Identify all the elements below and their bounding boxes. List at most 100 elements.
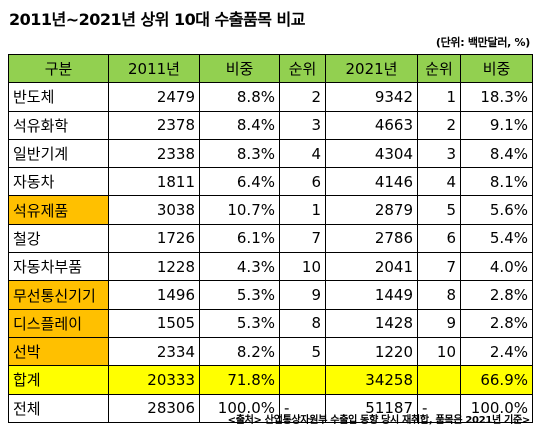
sum-value-2021: 34258	[325, 365, 418, 395]
value-2021: 1220	[325, 336, 418, 367]
total-row: 전체 28306 100.0% - 51187 - 100.0%	[8, 393, 533, 423]
header-share-2011: 비중	[199, 53, 280, 84]
table-row: 무선통신기기 1496 5.3% 9 1449 8 2.8%	[8, 280, 533, 310]
item-name: 반도체	[8, 82, 109, 112]
sum-rank-2011	[279, 365, 326, 395]
value-2011: 1228	[108, 252, 200, 282]
share-2021: 2.4%	[460, 336, 533, 367]
share-2021: 9.1%	[460, 110, 533, 140]
item-name: 디스플레이	[8, 308, 109, 338]
value-2011: 1811	[108, 167, 200, 197]
share-2011: 5.3%	[199, 280, 280, 310]
rank-2021: 5	[417, 195, 461, 225]
share-2011: 4.3%	[199, 252, 280, 282]
total-value-2021: 51187	[325, 393, 418, 423]
table-row: 석유화학 2378 8.4% 3 4663 2 9.1%	[8, 110, 533, 140]
rank-2011: 6	[279, 167, 326, 197]
value-2011: 2479	[108, 82, 200, 112]
rank-2021: 3	[417, 138, 461, 169]
value-2021: 4146	[325, 167, 418, 197]
sum-share-2021: 66.9%	[460, 365, 533, 395]
item-name: 철강	[8, 223, 109, 254]
share-2021: 8.4%	[460, 138, 533, 169]
header-2021: 2021년	[325, 53, 418, 84]
source-note: <출처> 산업통상자원부 수출입 동향 당시 재취합, 품목은 2021년 기준…	[227, 415, 531, 426]
share-2011: 6.4%	[199, 167, 280, 197]
value-2021: 1428	[325, 308, 418, 338]
share-2011: 10.7%	[199, 195, 280, 225]
total-share-2021: 100.0%	[460, 393, 533, 423]
rank-2021: 6	[417, 223, 461, 254]
rank-2011: 2	[279, 82, 326, 112]
share-2021: 2.8%	[460, 280, 533, 310]
rank-2021: 10	[417, 336, 461, 367]
value-2011: 1505	[108, 308, 200, 338]
share-2021: 18.3%	[460, 82, 533, 112]
header-row: 구분 2011년 비중 순위 2021년 순위 비중	[8, 53, 533, 84]
table-row: 반도체 2479 8.8% 2 9342 1 18.3%	[8, 82, 533, 112]
table-row: 디스플레이 1505 5.3% 8 1428 9 2.8%	[8, 308, 533, 338]
value-2021: 2879	[325, 195, 418, 225]
item-name: 자동차부품	[8, 252, 109, 282]
rank-2011: 4	[279, 138, 326, 169]
rank-2021: 8	[417, 280, 461, 310]
share-2021: 4.0%	[460, 252, 533, 282]
share-2011: 6.1%	[199, 223, 280, 254]
value-2011: 2338	[108, 138, 200, 169]
value-2021: 4663	[325, 110, 418, 140]
header-rank-2011: 순위	[279, 53, 326, 84]
share-2011: 8.3%	[199, 138, 280, 169]
export-comparison-table: 구분 2011년 비중 순위 2021년 순위 비중 반도체 2479 8.8%…	[8, 53, 533, 423]
table-row: 선박 2334 8.2% 5 1220 10 2.4%	[8, 336, 533, 367]
header-rank-2021: 순위	[417, 53, 461, 84]
rank-2021: 7	[417, 252, 461, 282]
unit-note: (단위: 백만달러, %)	[435, 36, 530, 49]
rank-2011: 5	[279, 336, 326, 367]
total-rank-2011: -	[279, 393, 326, 423]
header-2011: 2011년	[108, 53, 200, 84]
page-title: 2011년~2021년 상위 10대 수출품목 비교	[9, 10, 305, 29]
share-2011: 8.8%	[199, 82, 280, 112]
value-2021: 1449	[325, 280, 418, 310]
share-2021: 5.4%	[460, 223, 533, 254]
share-2021: 8.1%	[460, 167, 533, 197]
item-name: 석유화학	[8, 110, 109, 140]
share-2011: 8.4%	[199, 110, 280, 140]
value-2011: 2378	[108, 110, 200, 140]
rank-2011: 8	[279, 308, 326, 338]
table-row: 자동차 1811 6.4% 6 4146 4 8.1%	[8, 167, 533, 197]
sum-row: 합계 20333 71.8% 34258 66.9%	[8, 365, 533, 395]
value-2021: 2786	[325, 223, 418, 254]
value-2011: 2334	[108, 336, 200, 367]
sum-value-2011: 20333	[108, 365, 200, 395]
item-name: 선박	[8, 336, 109, 367]
rank-2021: 1	[417, 82, 461, 112]
table-row: 일반기계 2338 8.3% 4 4304 3 8.4%	[8, 138, 533, 169]
value-2011: 1496	[108, 280, 200, 310]
value-2011: 3038	[108, 195, 200, 225]
rank-2011: 7	[279, 223, 326, 254]
share-2021: 2.8%	[460, 308, 533, 338]
sum-share-2011: 71.8%	[199, 365, 280, 395]
rank-2011: 1	[279, 195, 326, 225]
item-name: 무선통신기기	[8, 280, 109, 310]
header-share-2021: 비중	[460, 53, 533, 84]
value-2011: 1726	[108, 223, 200, 254]
value-2021: 2041	[325, 252, 418, 282]
total-value-2011: 28306	[108, 393, 200, 423]
rank-2021: 2	[417, 110, 461, 140]
value-2021: 9342	[325, 82, 418, 112]
sum-label: 합계	[8, 365, 109, 395]
value-2021: 4304	[325, 138, 418, 169]
table-row: 철강 1726 6.1% 7 2786 6 5.4%	[8, 223, 533, 254]
rank-2021: 4	[417, 167, 461, 197]
table-row: 석유제품 3038 10.7% 1 2879 5 5.6%	[8, 195, 533, 225]
rank-2011: 9	[279, 280, 326, 310]
header-category: 구분	[8, 53, 109, 84]
item-name: 자동차	[8, 167, 109, 197]
item-name: 일반기계	[8, 138, 109, 169]
rank-2011: 10	[279, 252, 326, 282]
rank-2011: 3	[279, 110, 326, 140]
share-2021: 5.6%	[460, 195, 533, 225]
total-rank-2021: -	[417, 393, 461, 423]
